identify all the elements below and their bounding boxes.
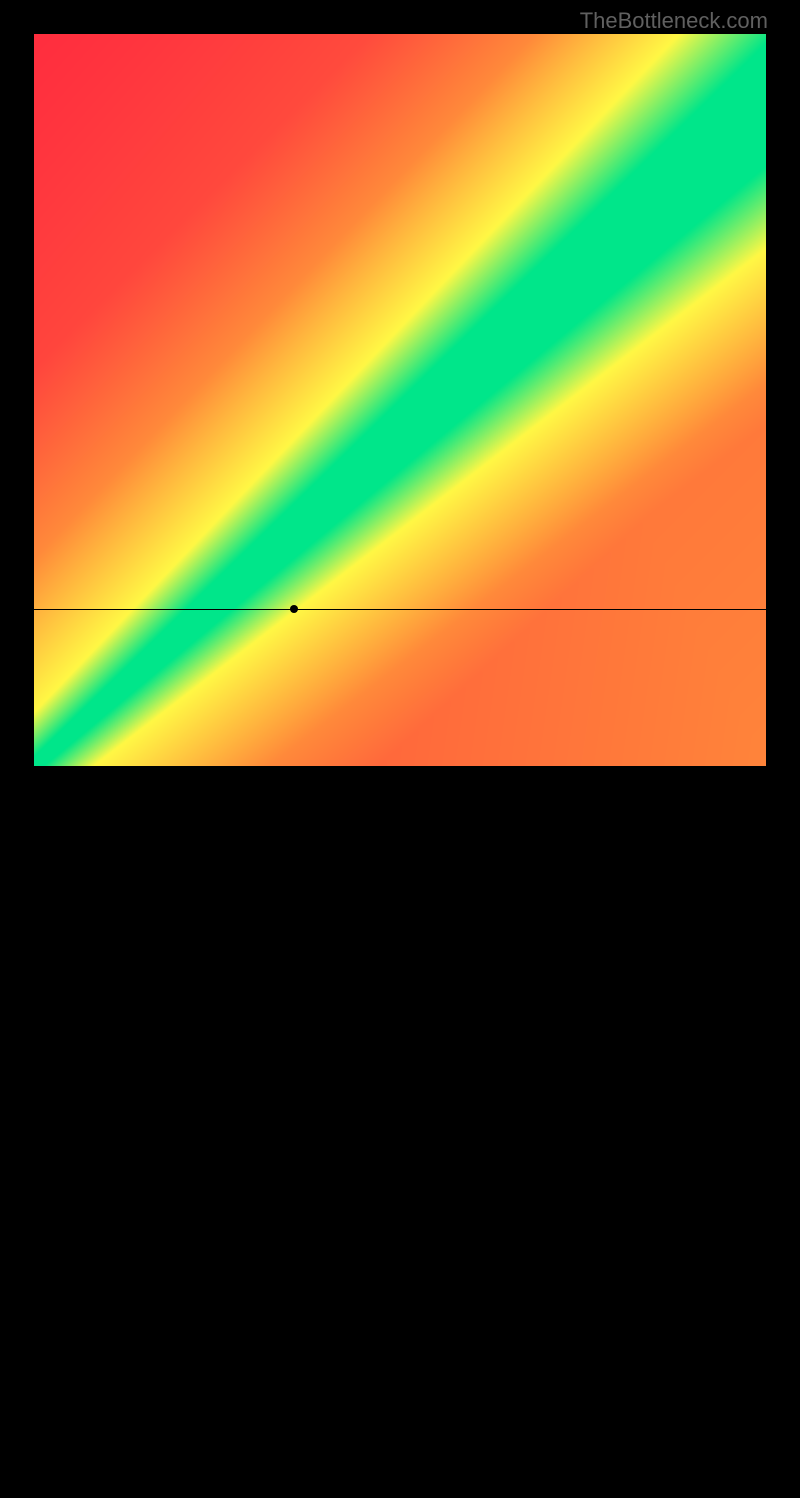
crosshair-point — [290, 605, 298, 613]
heatmap-canvas — [34, 34, 766, 766]
crosshair-vertical — [294, 766, 295, 1498]
heatmap-plot — [34, 34, 766, 766]
crosshair-horizontal — [34, 609, 766, 610]
watermark-text: TheBottleneck.com — [580, 8, 768, 34]
